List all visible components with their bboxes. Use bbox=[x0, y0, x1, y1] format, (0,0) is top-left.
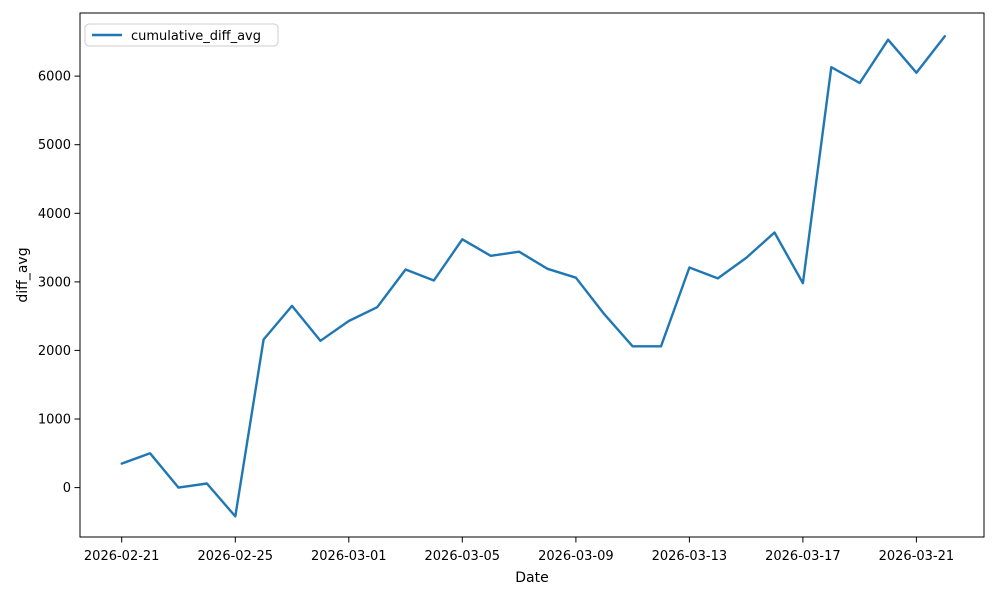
y-tick-label: 4000 bbox=[38, 207, 71, 222]
y-tick-label: 6000 bbox=[38, 70, 71, 85]
x-tick-label: 2026-02-25 bbox=[198, 549, 274, 564]
x-tick-label: 2026-03-13 bbox=[652, 549, 728, 564]
y-axis-label: diff_avg bbox=[15, 247, 31, 302]
y-tick-label: 0 bbox=[63, 481, 71, 496]
series-line-cumulative-diff-avg bbox=[120, 35, 946, 518]
legend: cumulative_diff_avg bbox=[84, 23, 279, 47]
x-tick-label: 2026-02-21 bbox=[84, 549, 160, 564]
x-axis-label: Date bbox=[515, 570, 548, 586]
x-axis-ticks: 2026-02-21 2026-02-25 2026-03-01 2026-03-05… bbox=[84, 537, 954, 564]
y-axis-ticks: 0 1000 2000 3000 4000 5000 6000 bbox=[38, 70, 80, 496]
y-tick-label: 1000 bbox=[38, 413, 71, 428]
x-tick-label: 2026-03-17 bbox=[765, 549, 841, 564]
y-tick-label: 5000 bbox=[38, 138, 71, 153]
plot-area bbox=[79, 12, 985, 538]
y-tick-label: 3000 bbox=[38, 275, 71, 290]
y-tick-label: 2000 bbox=[38, 344, 71, 359]
x-tick-label: 2026-03-21 bbox=[879, 549, 955, 564]
legend-box bbox=[84, 23, 279, 47]
legend-label: cumulative_diff_avg bbox=[131, 29, 261, 44]
x-tick-label: 2026-03-05 bbox=[425, 549, 501, 564]
x-tick-label: 2026-03-09 bbox=[538, 549, 614, 564]
x-tick-label: 2026-03-01 bbox=[311, 549, 387, 564]
